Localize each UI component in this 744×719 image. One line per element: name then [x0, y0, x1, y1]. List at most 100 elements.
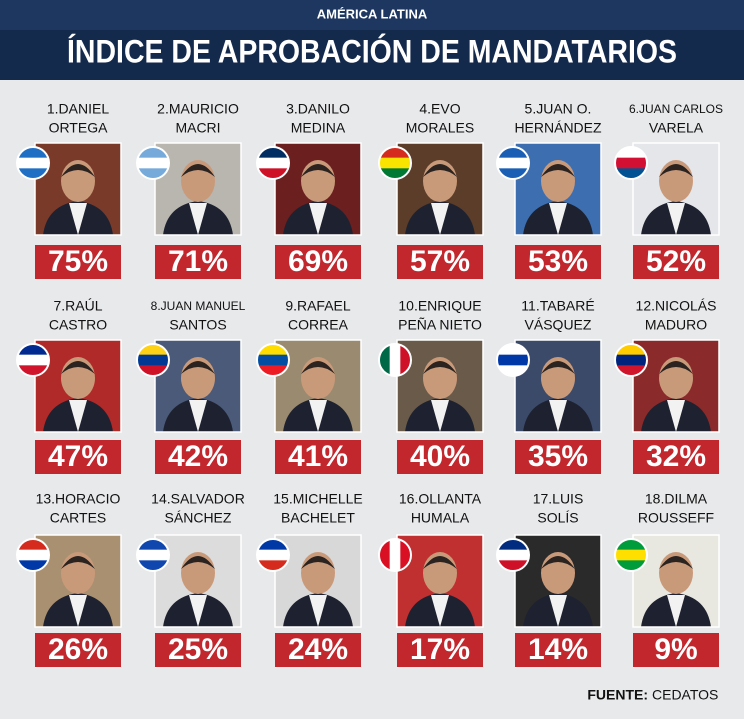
cards: 1.DANIEL ORTEGA 75% 2.MAURICIO MACRI 71% 3.DAN…	[16, 101, 723, 667]
leader-card: 14.SALVADOR SÁNCHEZ 25%	[136, 491, 245, 667]
photo-shirt	[549, 400, 567, 432]
leader-card: 4.EVO MORALES 57%	[378, 101, 484, 279]
leader-name: BACHELET	[281, 510, 355, 526]
photo-shirt	[189, 203, 207, 235]
flag-stripe	[17, 354, 49, 366]
leader-name: CARTES	[50, 510, 107, 526]
flag-stripe	[257, 147, 289, 159]
flag-stripe	[400, 539, 411, 571]
flag-stripe	[497, 354, 529, 366]
leader-name: 3.DANILO	[286, 101, 350, 117]
leader-name: MORALES	[406, 120, 474, 136]
flag-stripe	[257, 539, 289, 551]
flag-stripe	[497, 539, 529, 551]
photo-hair	[659, 164, 693, 177]
flag-stripe	[615, 560, 647, 571]
approval-value: 26%	[48, 633, 108, 666]
photo-shirt	[431, 203, 449, 235]
photo-frame	[274, 339, 362, 433]
flag	[379, 344, 411, 376]
approval-value: 40%	[410, 440, 470, 473]
flag-ring	[496, 343, 530, 377]
flag	[17, 539, 49, 571]
flag-stripe	[257, 354, 289, 366]
leader-card: 3.DANILO MEDINA 69%	[256, 101, 362, 279]
flag-ring	[256, 343, 290, 377]
flag-stripe	[17, 344, 49, 356]
leader-card: 13.HORACIO CARTES 26%	[16, 491, 122, 667]
leader-photo	[633, 143, 719, 235]
flag-stripe	[497, 147, 529, 159]
flag-stripe	[497, 168, 529, 179]
approval-value: 24%	[288, 633, 348, 666]
flag-ring	[256, 538, 290, 572]
leader-name: HERNÁNDEZ	[514, 120, 602, 136]
flag-stripe	[615, 157, 647, 169]
photo-shirt	[309, 400, 327, 432]
flag	[497, 539, 529, 571]
flag-stripe	[389, 539, 401, 571]
flag-stripe	[17, 560, 49, 571]
leader-name: MADURO	[645, 317, 707, 333]
kicker: AMÉRICA LATINA	[317, 6, 428, 21]
photo-hair	[301, 556, 335, 569]
flag-stripe	[257, 560, 289, 571]
leader-card: 10.ENRIQUE PEÑA NIETO 40%	[378, 298, 484, 474]
leader-name: 16.OLLANTA	[399, 491, 482, 507]
leader-name: PEÑA NIETO	[398, 317, 482, 333]
photo-hair	[301, 164, 335, 177]
leader-photo	[515, 340, 601, 432]
leader-name: 7.RAÚL	[53, 298, 102, 314]
photo-frame	[514, 142, 602, 236]
photo-shirt	[309, 203, 327, 235]
flag-stripe	[379, 157, 411, 169]
flag-stripe	[17, 539, 49, 551]
photo-frame	[396, 534, 484, 628]
flag-stripe	[257, 157, 289, 169]
flag-ring	[378, 343, 412, 377]
flag-stripe	[497, 549, 529, 561]
flag-stripe	[379, 147, 411, 159]
flag	[257, 344, 289, 376]
photo-shirt	[69, 203, 87, 235]
photo-shirt	[667, 595, 685, 627]
title: ÍNDICE DE APROBACIÓN DE MANDATARIOS	[67, 33, 677, 69]
flag	[379, 147, 411, 179]
leader-card: 9.RAFAEL CORREA 41%	[256, 298, 362, 474]
header-top	[0, 0, 744, 30]
photo-frame	[632, 534, 720, 628]
leader-name: 1.DANIEL	[47, 101, 109, 117]
leader-card: 8.JUAN MANUEL SANTOS 42%	[136, 299, 246, 474]
flag-stripe	[497, 560, 529, 571]
leader-card: 11.TABARÉ VÁSQUEZ 35%	[496, 298, 602, 474]
source-name: CEDATOS	[652, 687, 718, 703]
photo-hair	[61, 361, 95, 374]
leader-name: 10.ENRIQUE	[398, 298, 481, 314]
leader-card: 7.RAÚL CASTRO 47%	[16, 298, 122, 474]
flag-ring	[256, 146, 290, 180]
flag-stripe	[17, 147, 49, 159]
approval-value: 41%	[288, 440, 348, 473]
leader-name: VARELA	[649, 120, 704, 136]
flag-stripe	[17, 157, 49, 169]
leader-name: MACRI	[175, 120, 220, 136]
photo-frame	[34, 142, 122, 236]
photo-frame	[632, 142, 720, 236]
leader-name: HUMALA	[411, 510, 470, 526]
approval-value: 9%	[654, 633, 697, 666]
approval-box	[275, 633, 361, 667]
approval-value: 69%	[288, 245, 348, 278]
approval-value: 47%	[48, 440, 108, 473]
flag-stripe	[137, 365, 169, 376]
leader-photo	[515, 535, 601, 627]
leader-photo	[275, 535, 361, 627]
leader-name: 8.JUAN MANUEL	[151, 299, 246, 313]
flag-stripe	[615, 147, 647, 159]
leader-name: SOLÍS	[537, 510, 578, 526]
photo-frame	[274, 142, 362, 236]
flag-stripe	[615, 539, 647, 551]
flag-ring	[614, 146, 648, 180]
flag-stripe	[137, 157, 169, 169]
leader-photo	[155, 535, 241, 627]
flag-stripe	[379, 168, 411, 179]
